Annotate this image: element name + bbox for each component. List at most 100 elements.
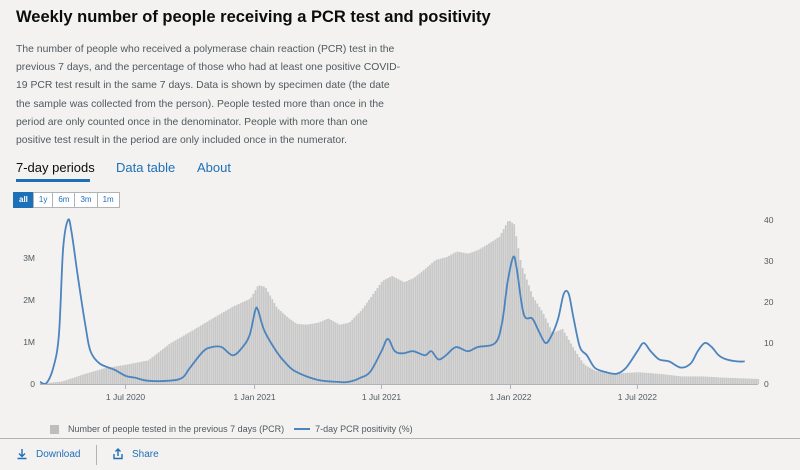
tested-bar [627, 373, 629, 384]
tested-bar [749, 379, 751, 384]
tested-bar [212, 318, 214, 384]
tested-bar [722, 378, 724, 384]
tested-bar [536, 304, 538, 384]
tested-bar [532, 297, 534, 384]
tested-bar [366, 303, 368, 384]
tested-bar [330, 320, 332, 384]
chart-legend: Number of people tested in the previous … [50, 424, 413, 434]
tested-bar [234, 306, 236, 384]
range-all-button[interactable]: all [13, 192, 34, 208]
tested-bar [461, 252, 463, 384]
card-description: The number of people who received a poly… [16, 41, 401, 150]
tested-bar [494, 240, 496, 384]
tested-bar [347, 323, 349, 384]
y-right-tick-label: 30 [764, 256, 774, 266]
tested-bar [616, 373, 618, 384]
legend-line-label: 7-day PCR positivity (%) [315, 424, 413, 434]
tested-bar [579, 357, 581, 384]
tested-bar [250, 297, 252, 384]
tab-7-day-periods[interactable]: 7-day periods [16, 160, 95, 175]
tested-bar [608, 373, 610, 384]
tested-bar [130, 364, 132, 384]
tested-bar [202, 324, 204, 384]
tested-bar [457, 252, 459, 384]
tested-bar [326, 319, 328, 384]
tested-bar [602, 372, 604, 384]
tested-bar [621, 373, 623, 384]
tested-bar [452, 253, 454, 384]
tested-bar [322, 321, 324, 384]
tested-bar [196, 328, 198, 384]
tested-bar [450, 255, 452, 384]
tested-bar [101, 369, 103, 384]
tested-bar [465, 253, 467, 384]
tested-bar [324, 320, 326, 384]
tested-bar [423, 270, 425, 384]
tested-bar [518, 248, 520, 384]
tested-bar [715, 377, 717, 384]
tested-bar [560, 330, 562, 384]
tested-bar [440, 259, 442, 384]
tested-bar [652, 373, 654, 384]
share-button[interactable]: Share [112, 448, 159, 460]
tested-bar [694, 376, 696, 384]
tested-bar [555, 332, 557, 384]
range-3m-button[interactable]: 3m [74, 192, 97, 208]
tested-bar [509, 221, 511, 384]
tested-bar [675, 376, 677, 384]
tested-bar [690, 376, 692, 384]
tested-bar [623, 373, 625, 384]
tested-bar [480, 249, 482, 384]
tested-bar [107, 368, 109, 384]
tested-bar [210, 319, 212, 384]
tested-bar [299, 324, 301, 384]
x-tick-label: 1 Jul 2022 [618, 392, 657, 402]
y-right-tick-label: 20 [764, 297, 774, 307]
tested-bar [646, 373, 648, 384]
tested-bar [160, 351, 162, 384]
tested-bar [604, 372, 606, 384]
range-1y-button[interactable]: 1y [33, 192, 53, 208]
y-right-tick-label: 40 [764, 215, 774, 225]
tested-bar [419, 273, 421, 384]
download-button[interactable]: Download [16, 448, 80, 460]
tested-bar [524, 274, 526, 384]
tested-bar [669, 375, 671, 384]
tested-bar [597, 371, 599, 384]
tested-bar [286, 317, 288, 384]
tested-bar [696, 376, 698, 384]
tested-bar [280, 311, 282, 384]
tested-bar [640, 372, 642, 384]
tab-about[interactable]: About [197, 160, 231, 175]
tested-bar [259, 286, 261, 384]
card-footer: Download Share [0, 438, 800, 470]
y-right-tick-label: 0 [764, 379, 769, 389]
tested-bar [751, 379, 753, 384]
tested-bar [341, 324, 343, 384]
tested-bar [648, 373, 650, 384]
tested-bar [492, 241, 494, 384]
tested-bar [204, 323, 206, 384]
tested-bar [745, 378, 747, 384]
tested-bar [658, 374, 660, 384]
range-1m-button[interactable]: 1m [97, 192, 120, 208]
tested-bar [635, 372, 637, 384]
tested-bar [194, 329, 196, 384]
tested-bar [701, 376, 703, 384]
tested-bar [63, 381, 65, 384]
tested-bar [59, 382, 61, 384]
tested-bar [707, 377, 709, 384]
tested-bar [574, 351, 576, 384]
tested-bar [379, 285, 381, 384]
range-6m-button[interactable]: 6m [52, 192, 75, 208]
tab-data-table[interactable]: Data table [116, 160, 175, 175]
tested-bar [482, 247, 484, 384]
tested-bar [688, 376, 690, 384]
tested-bar [473, 251, 475, 384]
tested-bar [686, 376, 688, 384]
tested-bar [187, 333, 189, 384]
tested-bar [57, 382, 59, 384]
tested-bar [80, 375, 82, 384]
tested-bar [99, 370, 101, 384]
tested-bar [128, 364, 130, 384]
